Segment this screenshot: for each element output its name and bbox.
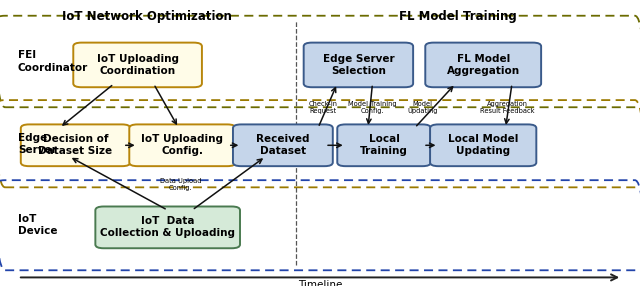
Text: IoT
Device: IoT Device: [18, 214, 58, 237]
Text: IoT Uploading
Coordination: IoT Uploading Coordination: [97, 54, 179, 76]
FancyBboxPatch shape: [129, 124, 236, 166]
Text: IoT  Data
Collection & Uploading: IoT Data Collection & Uploading: [100, 217, 235, 238]
Text: Edge Server
Selection: Edge Server Selection: [323, 54, 394, 76]
FancyBboxPatch shape: [430, 124, 536, 166]
Text: Decision of
Dataset Size: Decision of Dataset Size: [38, 134, 113, 156]
Text: Timeline: Timeline: [298, 280, 342, 286]
Text: FEI
Coordinator: FEI Coordinator: [18, 50, 88, 73]
Text: FL Model
Aggregation: FL Model Aggregation: [447, 54, 520, 76]
Text: Data Upload
Config.: Data Upload Config.: [160, 178, 201, 191]
Text: Received
Dataset: Received Dataset: [256, 134, 310, 156]
FancyBboxPatch shape: [95, 206, 240, 248]
FancyBboxPatch shape: [337, 124, 431, 166]
Text: IoT Uploading
Config.: IoT Uploading Config.: [141, 134, 223, 156]
Text: IoT Network Optimization: IoT Network Optimization: [62, 10, 232, 23]
Text: Model
Updating: Model Updating: [407, 101, 438, 114]
Text: Check-in
Request: Check-in Request: [308, 101, 338, 114]
FancyBboxPatch shape: [73, 43, 202, 87]
Text: Edge
Server: Edge Server: [18, 132, 57, 155]
Text: Aggregation
Result Feedback: Aggregation Result Feedback: [480, 101, 535, 114]
FancyBboxPatch shape: [233, 124, 333, 166]
FancyBboxPatch shape: [20, 124, 131, 166]
Text: Model Training
Config.: Model Training Config.: [348, 101, 397, 114]
FancyBboxPatch shape: [304, 43, 413, 87]
Text: Local Model
Updating: Local Model Updating: [448, 134, 518, 156]
FancyBboxPatch shape: [425, 43, 541, 87]
Text: Local
Training: Local Training: [360, 134, 408, 156]
Text: FL Model Training: FL Model Training: [399, 10, 516, 23]
